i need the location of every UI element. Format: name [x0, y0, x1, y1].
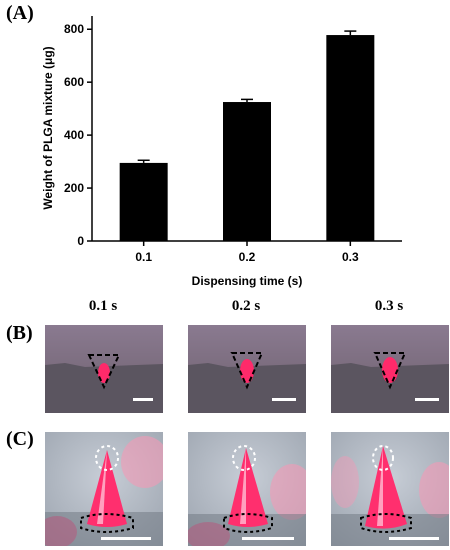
- y-axis-label: Weight of PLGA mixture (μg): [41, 46, 55, 209]
- microneedle-top-photo-2: [188, 325, 306, 413]
- panel-b-label: (B): [6, 322, 33, 344]
- x-tick-label: 0.3: [342, 250, 359, 264]
- bar-0.2: [223, 102, 271, 241]
- bars-group: [119, 30, 375, 241]
- microneedle-top-photo-1: [45, 325, 163, 413]
- error-bar-0.2: [241, 98, 253, 103]
- microneedle-top-photo-3: [331, 325, 449, 413]
- bar-chart: 0 200 400 600 800 0.1 0.2 0.3 Dispensing time …: [41, 16, 402, 288]
- y-tick-label: 0: [77, 234, 84, 248]
- x-tick-label: 0.2: [239, 250, 256, 264]
- photo-title-3: 0.3 s: [374, 298, 404, 314]
- y-tick-label: 800: [64, 22, 84, 36]
- y-tick-label: 400: [64, 128, 84, 142]
- x-ticks-group: 0.1 0.2 0.3: [135, 241, 359, 264]
- y-tick-label: 600: [64, 75, 84, 89]
- microneedle-side-photo-3: [331, 432, 449, 546]
- x-tick-label: 0.1: [135, 250, 152, 264]
- photo-title-1: 0.1 s: [88, 298, 118, 314]
- y-ticks-group: 0 200 400 600 800: [64, 22, 92, 248]
- error-bar-0.1: [137, 159, 150, 163]
- microneedle-side-photo-1: [45, 432, 163, 546]
- bar-0.1: [119, 162, 168, 241]
- bar-0.3: [326, 35, 375, 241]
- error-bar-0.3: [344, 30, 357, 36]
- photo-title-2: 0.2 s: [231, 298, 261, 314]
- y-tick-label: 200: [64, 181, 84, 195]
- x-axis-label: Dispensing time (s): [192, 274, 303, 288]
- microneedle-side-photo-2: [188, 432, 306, 546]
- panel-c-label: (C): [6, 428, 34, 450]
- panel-a-label: (A): [6, 2, 34, 24]
